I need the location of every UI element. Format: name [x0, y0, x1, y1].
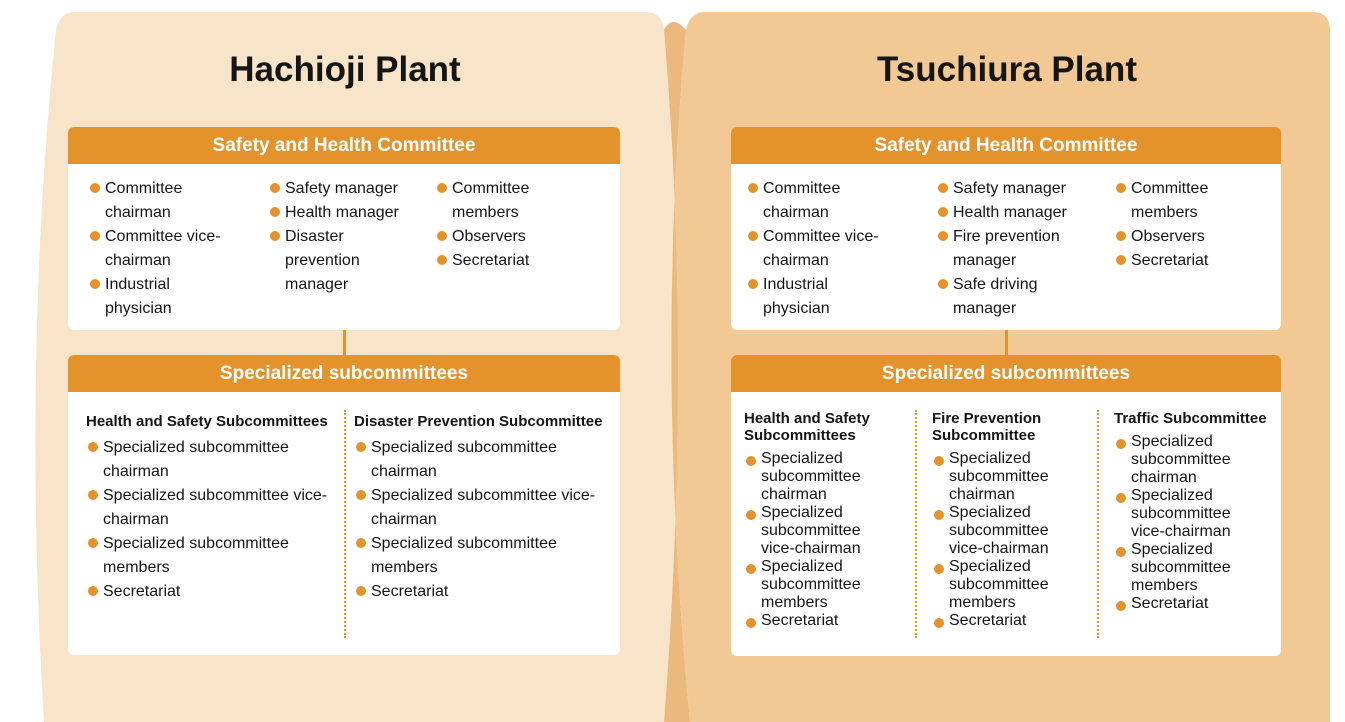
subcommittee-list: Specialized subcommittee chairman Special…: [1114, 433, 1274, 613]
subcommittee-header: Specialized subcommittees: [68, 355, 620, 392]
panel-overlap: [664, 22, 690, 722]
subcommittee-member: Specialized subcommittee chairman: [354, 436, 601, 484]
subcommittee-group: Disaster Prevention Subcommittee Speciali…: [354, 413, 604, 604]
subcommittee-list: Specialized subcommittee chairman Special…: [354, 436, 604, 604]
divider: [344, 410, 346, 638]
subcommittee-member: Secretariat: [86, 580, 333, 604]
committee-member: Safety manager: [936, 177, 1096, 201]
subcommittee-list: Specialized subcommittee chairman Special…: [744, 450, 904, 630]
connector: [342, 330, 346, 355]
committee-header: Safety and Health Committee: [68, 127, 620, 164]
subcommittee-member: Specialized subcommittee members: [1114, 541, 1256, 595]
committee-member: Committee members: [435, 177, 575, 225]
committee-member: Safety manager: [268, 177, 418, 201]
committee-member: Disaster prevention manager: [268, 225, 380, 297]
committee-column: Safety manager Health manager Fire prevent…: [936, 177, 1096, 321]
subcommittee-list: Specialized subcommittee chairman Special…: [86, 436, 336, 604]
committee-column: Committee chairman Committee vice-chairma…: [746, 177, 906, 321]
committee-column: Committee members Observers Secretariat: [435, 177, 575, 273]
committee-member: Committee chairman: [88, 177, 230, 225]
subcommittee-member: Specialized subcommittee chairman: [744, 450, 886, 504]
subcommittee-member: Specialized subcommittee chairman: [932, 450, 1074, 504]
subcommittee-member: Specialized subcommittee vice-chairman: [932, 504, 1074, 558]
committee-member: Secretariat: [435, 249, 575, 273]
plant-title: Tsuchiura Plant: [877, 50, 1137, 89]
committee-member: Committee vice-chairman: [746, 225, 888, 273]
committee-member: Health manager: [268, 201, 418, 225]
subcommittee-box: Specialized subcommittees Health and Safe…: [68, 355, 620, 655]
committee-member: Industrial physician: [746, 273, 888, 321]
subcommittee-member: Specialized subcommittee vice-chairman: [744, 504, 886, 558]
plant-title: Hachioji Plant: [229, 50, 461, 89]
committee-member: Committee members: [1114, 177, 1254, 225]
subcommittee-title: Fire Prevention Subcommittee: [932, 410, 1042, 444]
subcommittee-member: Specialized subcommittee members: [744, 558, 886, 612]
subcommittee-member: Specialized subcommittee vice-chairman: [86, 484, 333, 532]
subcommittee-member: Specialized subcommittee members: [354, 532, 601, 580]
committee-column: Committee chairman Committee vice-chairma…: [88, 177, 238, 321]
committee-member: Observers: [1114, 225, 1254, 249]
subcommittee-group: Fire Prevention Subcommittee Specialized …: [932, 410, 1092, 630]
subcommittee-group: Health and Safety Subcommittees Specializ…: [744, 410, 904, 630]
subcommittee-title: Traffic Subcommittee: [1114, 410, 1267, 427]
subcommittee-member: Specialized subcommittee vice-chairman: [1114, 487, 1256, 541]
subcommittee-member: Specialized subcommittee chairman: [1114, 433, 1256, 487]
committee-member: Fire prevention manager: [936, 225, 1096, 273]
subcommittee-title: Health and Safety Subcommittees: [86, 413, 328, 430]
committee-column: Safety manager Health manager Disaster pre…: [268, 177, 418, 297]
subcommittee-group: Traffic Subcommittee Specialized subcommi…: [1114, 410, 1274, 613]
subcommittee-group: Health and Safety Subcommittees Specializ…: [86, 413, 336, 604]
subcommittee-member: Specialized subcommittee members: [932, 558, 1074, 612]
subcommittee-box: Specialized subcommittees Health and Safe…: [731, 355, 1281, 656]
subcommittee-title: Disaster Prevention Subcommittee: [354, 413, 603, 430]
divider: [1097, 410, 1099, 638]
committee-member: Committee vice-chairman: [88, 225, 230, 273]
subcommittee-member: Secretariat: [744, 612, 886, 630]
committee-member: Safe driving manager: [936, 273, 1096, 321]
committee-header: Safety and Health Committee: [731, 127, 1281, 164]
committee-member: Observers: [435, 225, 575, 249]
committee-box: Safety and Health Committee Committee cha…: [731, 127, 1281, 330]
subcommittee-member: Secretariat: [1114, 595, 1256, 613]
committee-member: Industrial physician: [88, 273, 230, 321]
subcommittee-member: Specialized subcommittee vice-chairman: [354, 484, 601, 532]
subcommittee-list: Specialized subcommittee chairman Special…: [932, 450, 1092, 630]
subcommittee-member: Secretariat: [354, 580, 601, 604]
subcommittee-header: Specialized subcommittees: [731, 355, 1281, 392]
committee-member: Health manager: [936, 201, 1096, 225]
subcommittee-member: Secretariat: [932, 612, 1074, 630]
committee-box: Safety and Health Committee Committee cha…: [68, 127, 620, 330]
subcommittee-member: Specialized subcommittee chairman: [86, 436, 333, 484]
subcommittee-member: Specialized subcommittee members: [86, 532, 333, 580]
subcommittee-title: Health and Safety Subcommittees: [744, 410, 870, 444]
connector: [1004, 330, 1008, 355]
committee-member: Secretariat: [1114, 249, 1254, 273]
divider: [915, 410, 917, 638]
committee-member: Committee chairman: [746, 177, 888, 225]
committee-column: Committee members Observers Secretariat: [1114, 177, 1254, 273]
